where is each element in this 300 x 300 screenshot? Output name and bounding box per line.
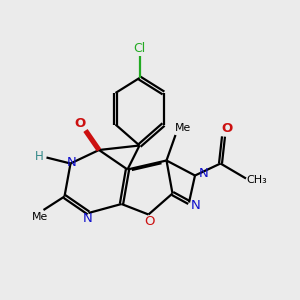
Text: Me: Me xyxy=(175,123,191,134)
Text: CH₃: CH₃ xyxy=(246,175,267,185)
Text: N: N xyxy=(199,167,208,180)
Text: O: O xyxy=(74,117,86,130)
Text: O: O xyxy=(221,122,232,136)
Text: Cl: Cl xyxy=(134,41,146,55)
Text: N: N xyxy=(67,156,77,170)
Text: N: N xyxy=(191,199,200,212)
Text: N: N xyxy=(83,212,93,225)
Text: H: H xyxy=(34,149,43,163)
Text: Me: Me xyxy=(32,212,48,222)
Text: O: O xyxy=(144,214,154,228)
